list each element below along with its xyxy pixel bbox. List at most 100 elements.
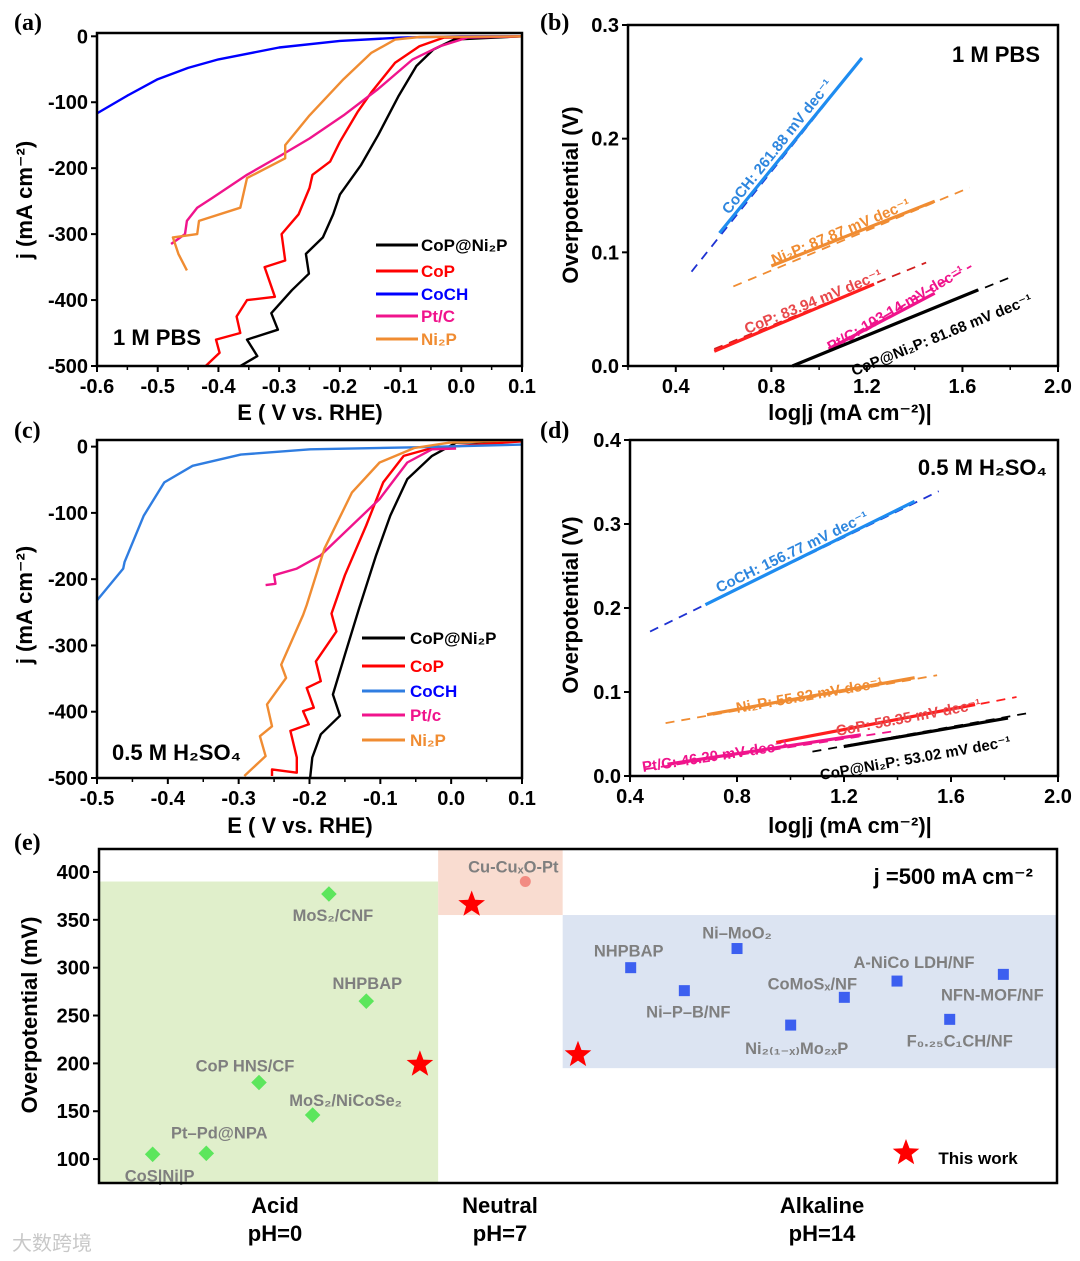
y-tick-label: -200 <box>48 158 88 180</box>
series-line <box>171 35 522 271</box>
x-tick-label: 0.1 <box>508 376 536 398</box>
x-tick-label: 2.0 <box>1044 376 1072 398</box>
tafel-data-line <box>770 199 936 268</box>
panel-label: (b) <box>540 10 569 36</box>
electrolyte-label: 0.5 M H₂SO₄ <box>918 455 1047 480</box>
square-marker <box>678 985 690 997</box>
series-line <box>97 443 522 602</box>
legend-label: CoP <box>421 262 455 281</box>
x-tick-label: 0.8 <box>757 376 785 398</box>
square-marker <box>785 1019 797 1031</box>
x-axis-title: log|j (mA cm⁻²)| <box>768 400 932 425</box>
region-neutral <box>438 849 563 916</box>
series-line <box>97 35 522 115</box>
tafel-data-line <box>667 733 862 766</box>
tafel-data-line <box>827 291 936 351</box>
x-tick-label: -0.2 <box>292 788 326 810</box>
tafel-panel-d: CoCH: 156.77 mV dec⁻¹ Ni₂P: 55.82 mV dec⁻… <box>540 418 1072 838</box>
point-label: CoMoSₓ/NF <box>768 975 857 993</box>
y-tick-label: -400 <box>48 290 88 312</box>
category-label: Neutral <box>462 1193 538 1218</box>
tafel-data-line <box>843 716 1009 749</box>
plot-frame <box>95 438 524 780</box>
point-label: NHPBAP <box>594 943 664 961</box>
x-tick-label: 1.2 <box>853 376 881 398</box>
category-label: Alkaline <box>780 1193 864 1218</box>
diamond-marker <box>304 1107 321 1123</box>
point-label: CoS|Ni|P <box>125 1167 195 1185</box>
legend-label: Ni₂P <box>421 330 457 349</box>
x-tick-label: 0.0 <box>437 788 465 810</box>
diamond-marker <box>251 1074 267 1091</box>
legend-label: Pt/c <box>410 706 441 725</box>
y-tick-label: 250 <box>57 1006 90 1028</box>
tafel-data-line <box>791 288 979 368</box>
category-ph: pH=0 <box>248 1221 302 1246</box>
x-axis-title: E ( V vs. RHE) <box>237 400 382 425</box>
tafel-slope-label: CoCH: 156.77 mV dec⁻¹ <box>713 508 871 596</box>
square-marker <box>731 943 743 955</box>
x-tick-label: 2.0 <box>1044 786 1072 808</box>
y-axis-title: j (mA cm⁻²) <box>12 141 37 260</box>
x-tick-label: -0.1 <box>383 376 417 398</box>
point-label: Cu-CuₓO-Pt <box>468 859 559 877</box>
x-tick-label: -0.1 <box>363 788 397 810</box>
x-tick-label: 0.1 <box>508 788 536 810</box>
legend-label: CoCH <box>410 682 457 701</box>
tafel-slope-label: Pt/C: 46.20 mV dec⁻¹ <box>641 737 789 776</box>
point-label: Pt–Pd@NPA <box>171 1124 268 1142</box>
y-tick-label: 400 <box>57 862 90 884</box>
x-tick-label: 0.0 <box>447 376 475 398</box>
x-tick-label: -0.2 <box>323 376 357 398</box>
point-label: MoS₂/NiCoSe₂ <box>289 1092 402 1110</box>
electrolyte-label: 0.5 M H₂SO₄ <box>112 740 241 765</box>
region-alkaline <box>562 915 1057 1069</box>
x-tick-label: -0.3 <box>262 376 296 398</box>
square-marker <box>625 962 637 974</box>
y-tick-label: 0.3 <box>593 514 621 536</box>
x-axis-title: log|j (mA cm⁻²)| <box>768 813 932 838</box>
y-tick-label: -100 <box>48 92 88 114</box>
panel-label: (c) <box>14 418 41 444</box>
series-line <box>204 35 522 366</box>
legend: CoP@Ni₂P CoP CoCH Pt/c Ni₂P <box>362 629 496 750</box>
tafel-slope-label: CoP: 58.35 mV dec⁻¹ <box>835 696 983 740</box>
y-tick-label: 300 <box>57 958 90 980</box>
tafel-data-line <box>713 282 875 353</box>
y-axis-title: j (mA cm⁻²) <box>12 546 37 665</box>
lsv-panel-c: (c) -0.5 -0.4 -0.3 -0.2 -0.1 0.0 0.1 E ( V vs. R… <box>12 418 536 838</box>
x-tick-label: -0.5 <box>80 788 114 810</box>
y-tick-label: 0.1 <box>593 682 621 704</box>
x-tick-label: -0.4 <box>151 788 186 810</box>
legend-label: CoP@Ni₂P <box>421 236 507 255</box>
category-label: Acid <box>251 1193 299 1218</box>
tafel-data-line <box>704 499 916 607</box>
star-marker <box>406 1050 434 1076</box>
tafel-data-line <box>706 676 915 717</box>
y-tick-label: 0.4 <box>593 430 622 452</box>
y-tick-label: -300 <box>48 635 88 657</box>
series-line <box>270 440 522 776</box>
y-tick-label: 200 <box>57 1053 90 1075</box>
y-axis-title: Overpotential (mV) <box>17 917 42 1114</box>
tafel-slope-label: Ni₂P: 55.82 mV dec⁻¹ <box>735 674 885 717</box>
x-tick-label: 0.4 <box>616 786 645 808</box>
tafel-fit-line <box>828 265 972 350</box>
x-tick-label: 1.6 <box>949 376 977 398</box>
x-tick-label: 1.6 <box>937 786 965 808</box>
legend: CoP@Ni₂P CoP CoCH Pt/C Ni₂P <box>376 236 507 349</box>
diamond-marker <box>198 1145 215 1162</box>
square-marker <box>891 975 903 987</box>
curves <box>97 35 522 366</box>
x-axis-title: E ( V vs. RHE) <box>227 813 372 838</box>
point-label: NFN-MOF/NF <box>941 986 1044 1004</box>
y-tick-label: -300 <box>48 224 88 246</box>
legend-label: Pt/C <box>421 307 455 326</box>
y-axis-title: Overpotential (V) <box>558 516 583 693</box>
diamond-marker <box>144 1146 161 1163</box>
y-tick-label: 0.3 <box>591 15 619 37</box>
square-marker <box>997 968 1009 980</box>
watermark: 大数跨境 <box>12 1231 92 1255</box>
